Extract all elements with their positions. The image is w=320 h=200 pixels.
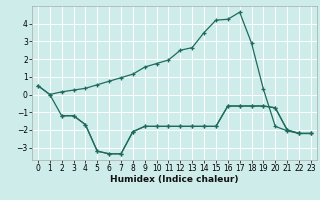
X-axis label: Humidex (Indice chaleur): Humidex (Indice chaleur): [110, 175, 239, 184]
